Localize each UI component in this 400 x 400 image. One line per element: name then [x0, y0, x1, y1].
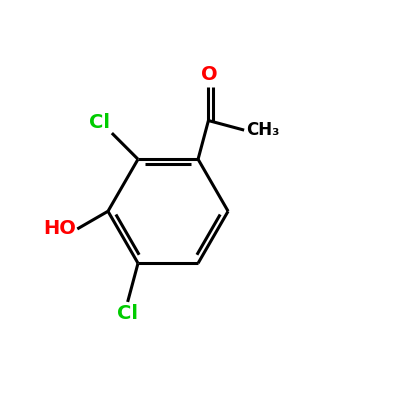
- Text: CH₃: CH₃: [246, 121, 279, 139]
- Text: HO: HO: [43, 220, 76, 238]
- Text: O: O: [201, 65, 218, 84]
- Text: Cl: Cl: [117, 304, 138, 323]
- Text: Cl: Cl: [89, 112, 110, 132]
